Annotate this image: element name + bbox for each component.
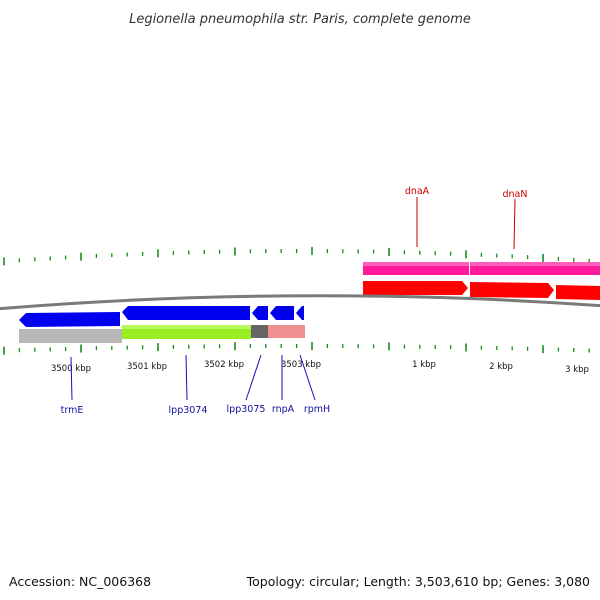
gene-label-trmE: trmE (61, 405, 84, 416)
genome-title: Legionella pneumophila str. Paris, compl… (129, 12, 471, 27)
lower-tick-row (3, 342, 590, 355)
leader-dnaN (513, 198, 516, 250)
gene-label-dnaN: dnaN (503, 189, 528, 200)
genome-backbone (0, 294, 600, 311)
accession-text: Accession: NC_006368 (9, 574, 151, 589)
leader-trmE (70, 356, 73, 401)
gene-leader-lines (70, 197, 516, 401)
forward-cds-dnaN-arrow (470, 282, 554, 298)
forward-gene-dnaA-highlight (363, 262, 469, 266)
gene-label-rpmH: rpmH (304, 404, 330, 415)
tick-label-3kbp: 3 kbp (565, 365, 589, 375)
position-labels: 3500 kbp 3501 kbp 3502 kbp 3503 kbp 1 kb… (51, 360, 589, 375)
leader-lpp3074 (185, 354, 188, 401)
topology-summary-text: Topology: circular; Length: 3,503,610 bp… (246, 574, 590, 589)
forward-cds-next-arrow (556, 285, 600, 300)
tick-label-1kbp: 1 kbp (412, 360, 436, 370)
tick-label-3501kbp: 3501 kbp (127, 362, 167, 372)
reverse-gene-trmE (19, 329, 122, 343)
forward-cds-track (363, 281, 600, 300)
gene-labels: dnaA dnaN trmE lpp3074 lpp3075 rnpA rpmH (61, 186, 528, 416)
reverse-cds-rnpA-arrow (270, 306, 294, 320)
forward-gene-track (363, 262, 600, 275)
reverse-gene-track (19, 325, 305, 343)
gene-label-rnpA: rnpA (272, 404, 295, 415)
tick-label-2kbp: 2 kbp (489, 362, 513, 372)
leader-rpmH (299, 354, 316, 401)
forward-cds-dnaA-arrow (363, 281, 468, 295)
reverse-gene-rnpA-rpmH (268, 325, 305, 338)
gene-label-lpp3075: lpp3075 (227, 404, 266, 415)
reverse-cds-lpp3075-arrow (252, 306, 268, 320)
tick-label-3503kbp: 3503 kbp (281, 360, 321, 370)
leader-lpp3075 (245, 354, 262, 401)
reverse-gene-lpp3075 (251, 325, 268, 338)
gene-label-dnaA: dnaA (405, 186, 430, 197)
reverse-cds-lpp3074-arrow (122, 306, 250, 320)
forward-gene-dnaN-highlight (470, 262, 600, 266)
reverse-cds-trmE-arrow (19, 312, 120, 327)
reverse-gene-lpp3074-highlight (122, 325, 251, 329)
gene-label-lpp3074: lpp3074 (169, 405, 208, 416)
reverse-cds-track (19, 306, 304, 327)
reverse-cds-rpmH-arrow (296, 306, 304, 320)
tick-label-3502kbp: 3502 kbp (204, 360, 244, 370)
